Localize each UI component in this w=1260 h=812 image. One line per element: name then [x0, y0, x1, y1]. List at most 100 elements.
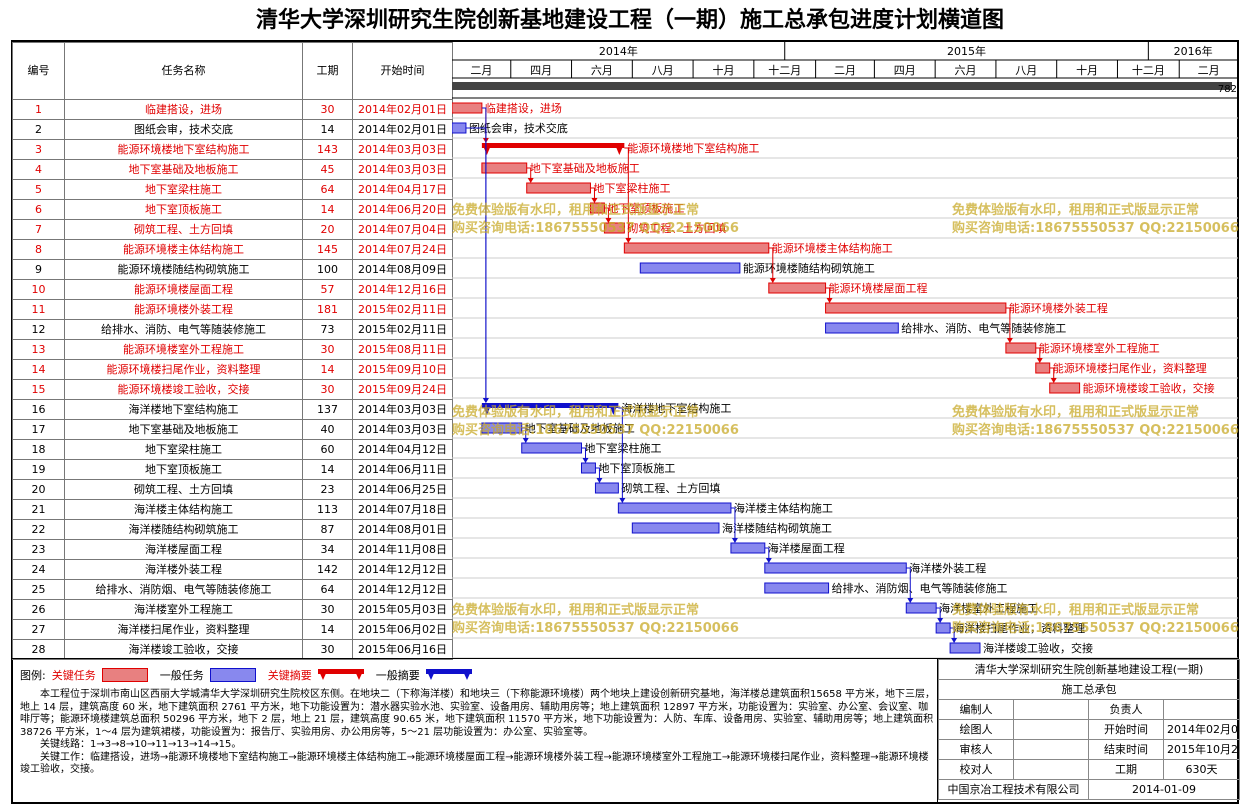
task-bar	[623, 242, 770, 254]
task-row[interactable]: 17 地下室基础及地板施工 40 2014年03月03日	[12, 419, 453, 440]
end-value: 2015年10月23日	[1162, 739, 1241, 760]
task-row[interactable]: 24 海洋楼外装工程 142 2014年12月12日	[12, 559, 453, 580]
month-label: 八月	[652, 64, 674, 77]
task-row[interactable]: 22 海洋楼随结构砌筑施工 87 2014年08月01日	[12, 519, 453, 540]
task-duration-cell: 142	[302, 559, 353, 580]
task-bar-label: 地下室梁柱施工	[593, 181, 670, 195]
task-no-cell: 28	[12, 639, 65, 660]
task-row[interactable]: 7 砌筑工程、土方回填 20 2014年07月04日	[12, 219, 453, 240]
project-name: 清华大学深圳研究生院创新基地建设工程(一期)	[937, 659, 1241, 680]
task-duration-cell: 14	[302, 459, 353, 480]
task-row[interactable]: 12 给排水、消防、电气等随装修施工 73 2015年02月11日	[12, 319, 453, 340]
task-duration-cell: 60	[302, 439, 353, 460]
task-no-cell: 10	[12, 279, 65, 300]
task-row[interactable]: 4 地下室基础及地板施工 45 2014年03月03日	[12, 159, 453, 180]
col-header-duration: 工期	[302, 42, 353, 100]
month-label: 十月	[1076, 63, 1098, 77]
drawer-label: 绘图人	[938, 719, 1014, 740]
task-row[interactable]: 26 海洋楼室外工程施工 30 2015年05月03日	[12, 599, 453, 620]
dependency-arrowhead	[482, 398, 489, 403]
task-row[interactable]: 23 海洋楼屋面工程 34 2014年11月08日	[12, 539, 453, 560]
col-header-start: 开始时间	[352, 42, 453, 100]
task-bar-label: 能源环境楼扫尾作业，资料整理	[1053, 361, 1207, 375]
task-row[interactable]: 25 给排水、消防烟、电气等随装修施工 64 2014年12月12日	[12, 579, 453, 600]
task-bar-label: 地下室梁柱施工	[585, 441, 662, 455]
dependency-arrowhead	[522, 438, 529, 443]
task-bar-label: 地下室基础及地板施工	[525, 421, 635, 435]
month-label: 二月	[470, 64, 492, 77]
project-subtitle: 施工总承包	[937, 679, 1241, 700]
task-start-cell: 2014年11月08日	[352, 539, 453, 560]
summary-bar-start-marker	[481, 143, 492, 155]
dependency-arrowhead	[625, 238, 632, 243]
task-name-cell: 图纸会审，技术交底	[64, 119, 303, 140]
task-name-cell: 海洋楼地下室结构施工	[64, 399, 303, 420]
task-row[interactable]: 14 能源环境楼扫尾作业，资料整理 14 2015年09月10日	[12, 359, 453, 380]
leader-label: 负责人	[1088, 699, 1164, 720]
task-row[interactable]: 18 地下室梁柱施工 60 2014年04月12日	[12, 439, 453, 460]
dependency-arrowhead	[1050, 378, 1057, 383]
dependency-arrow	[730, 507, 736, 542]
task-row[interactable]: 5 地下室梁柱施工 64 2014年04月17日	[12, 179, 453, 200]
dependency-arrowhead	[937, 618, 944, 623]
task-row[interactable]: 3 能源环境楼地下室结构施工 143 2014年03月03日	[12, 139, 453, 160]
ruler-tail-label: 782	[1218, 84, 1237, 95]
task-row[interactable]: 20 砌筑工程、土方回填 23 2014年06月25日	[12, 479, 453, 500]
task-name-cell: 能源环境楼室外工程施工	[64, 339, 303, 360]
year-label: 2016年	[1174, 44, 1213, 58]
dependency-arrow	[1035, 347, 1041, 362]
task-bar	[581, 462, 596, 474]
task-bar-label: 地下室顶板施工	[598, 461, 675, 475]
task-start-cell: 2015年06月16日	[352, 639, 453, 660]
task-name-cell: 砌筑工程、土方回填	[64, 219, 303, 240]
dependency-arrowhead	[1036, 358, 1043, 363]
task-name-cell: 海洋楼竣工验收，交接	[64, 639, 303, 660]
task-start-cell: 2014年03月03日	[352, 139, 453, 160]
task-row[interactable]: 13 能源环境楼室外工程施工 30 2015年08月11日	[12, 339, 453, 360]
task-duration-cell: 30	[302, 599, 353, 620]
task-bar-label: 海洋楼主体结构施工	[734, 501, 833, 515]
task-row[interactable]: 9 能源环境楼随结构砌筑施工 100 2014年08月09日	[12, 259, 453, 280]
task-row[interactable]: 28 海洋楼竣工验收，交接 30 2015年06月16日	[12, 639, 453, 660]
task-bar	[1049, 382, 1081, 394]
task-row[interactable]: 11 能源环境楼外装工程 181 2015年02月11日	[12, 299, 453, 320]
task-row[interactable]: 10 能源环境楼屋面工程 57 2014年12月16日	[12, 279, 453, 300]
dependency-arrow	[618, 407, 623, 502]
document-date: 2014-01-09	[1087, 779, 1241, 800]
reviewer-label: 审核人	[938, 739, 1014, 760]
task-no-cell: 12	[12, 319, 65, 340]
task-name-cell: 给排水、消防、电气等随装修施工	[64, 319, 303, 340]
task-start-cell: 2014年06月20日	[352, 199, 453, 220]
task-row[interactable]: 1 临建搭设，进场 30 2014年02月01日	[12, 99, 453, 120]
task-no-cell: 16	[12, 399, 65, 420]
task-bar	[949, 642, 981, 654]
task-bar-label: 能源环境楼地下室结构施工	[627, 141, 759, 155]
task-no-cell: 11	[12, 299, 65, 320]
task-row[interactable]: 8 能源环境楼主体结构施工 145 2014年07月24日	[12, 239, 453, 260]
task-no-cell: 25	[12, 579, 65, 600]
task-row[interactable]: 15 能源环境楼竣工验收，交接 30 2015年09月24日	[12, 379, 453, 400]
task-start-cell: 2014年02月01日	[352, 119, 453, 140]
task-name-cell: 海洋楼主体结构施工	[64, 499, 303, 520]
task-row[interactable]: 16 海洋楼地下室结构施工 137 2014年03月03日	[12, 399, 453, 420]
task-start-cell: 2014年07月24日	[352, 239, 453, 260]
task-name-cell: 海洋楼随结构砌筑施工	[64, 519, 303, 540]
task-bar-label: 能源环境楼室外工程施工	[1039, 341, 1160, 355]
task-row[interactable]: 21 海洋楼主体结构施工 113 2014年07月18日	[12, 499, 453, 520]
month-label: 八月	[1015, 64, 1037, 77]
task-duration-cell: 143	[302, 139, 353, 160]
page-title: 清华大学深圳研究生院创新基地建设工程（一期）施工总承包进度计划横道图	[255, 7, 1004, 33]
task-bar	[603, 222, 625, 234]
dependency-arrow	[526, 167, 532, 182]
task-start-cell: 2015年02月11日	[352, 299, 453, 320]
task-duration-cell: 14	[302, 199, 353, 220]
task-row[interactable]: 19 地下室顶板施工 14 2014年06月11日	[12, 459, 453, 480]
task-row[interactable]: 6 地下室顶板施工 14 2014年06月20日	[12, 199, 453, 220]
task-no-cell: 2	[12, 119, 65, 140]
month-label: 十二月	[1132, 63, 1165, 77]
task-no-cell: 19	[12, 459, 65, 480]
task-row[interactable]: 27 海洋楼扫尾作业，资料整理 14 2015年06月02日	[12, 619, 453, 640]
task-duration-cell: 30	[302, 99, 353, 120]
task-row[interactable]: 2 图纸会审，技术交底 14 2014年02月01日	[12, 119, 453, 140]
task-start-cell: 2014年08月09日	[352, 259, 453, 280]
